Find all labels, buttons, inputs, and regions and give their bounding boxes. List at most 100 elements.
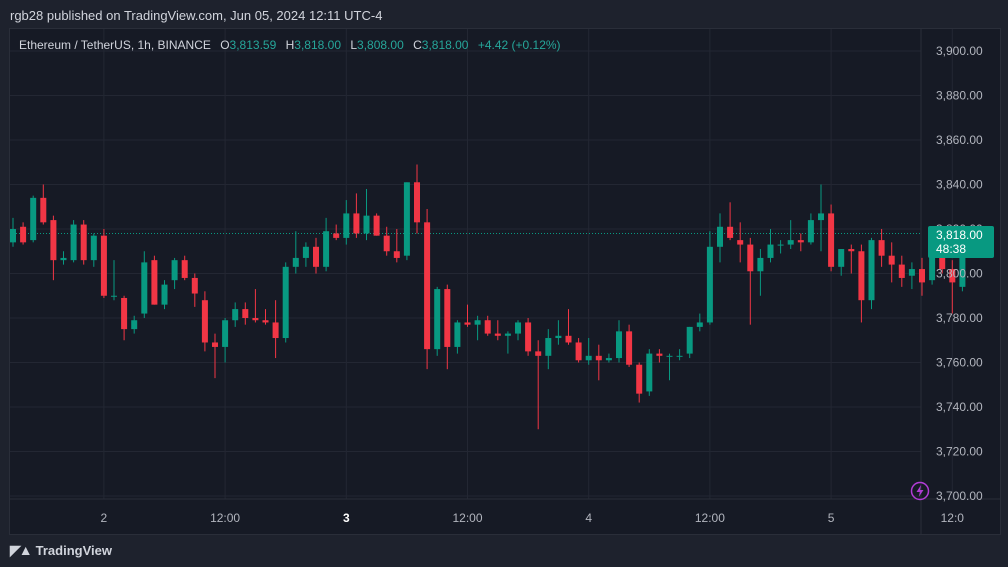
candle-body[interactable]	[262, 320, 269, 323]
candle-body[interactable]	[919, 269, 925, 283]
candle-body[interactable]	[232, 309, 239, 321]
candle-body[interactable]	[767, 244, 774, 258]
candle-body[interactable]	[565, 335, 572, 343]
candle-body[interactable]	[474, 320, 481, 325]
candle-body[interactable]	[414, 182, 420, 223]
candle-body[interactable]	[686, 326, 693, 354]
candle-body[interactable]	[535, 351, 542, 356]
candlestick-chart[interactable]: 2 12:00 3 12:00 4 12:00 5 12:0 3,900.00 3,880.00…	[10, 29, 1000, 534]
lightning-icon[interactable]	[910, 481, 930, 501]
candle-body[interactable]	[80, 224, 87, 261]
candle-body[interactable]	[292, 257, 299, 267]
candle-body[interactable]	[949, 269, 956, 283]
candle-body[interactable]	[100, 235, 107, 296]
candle-body[interactable]	[878, 240, 885, 256]
candle-body[interactable]	[787, 240, 794, 245]
candle-body[interactable]	[40, 197, 47, 223]
candle-body[interactable]	[656, 353, 663, 356]
candle-body[interactable]	[363, 215, 370, 234]
candle-body[interactable]	[717, 226, 723, 247]
candle-body[interactable]	[747, 244, 754, 272]
candle-body[interactable]	[838, 249, 845, 267]
candle-body[interactable]	[959, 244, 966, 287]
candle-body[interactable]	[181, 260, 188, 278]
candle-body[interactable]	[504, 333, 511, 336]
candle-body[interactable]	[434, 289, 441, 350]
candle-body[interactable]	[555, 335, 562, 339]
candle-body[interactable]	[424, 222, 431, 350]
candle-body[interactable]	[333, 233, 340, 238]
candle-body[interactable]	[797, 240, 804, 243]
candle-body[interactable]	[20, 226, 27, 243]
candle-body[interactable]	[353, 213, 360, 234]
candle-body[interactable]	[10, 229, 16, 243]
candle-body[interactable]	[545, 338, 552, 356]
candle-body[interactable]	[777, 244, 784, 246]
candle-body[interactable]	[585, 355, 592, 361]
candle-body[interactable]	[282, 266, 289, 339]
candle-body[interactable]	[706, 246, 713, 323]
candle-body[interactable]	[393, 251, 400, 258]
candle-body[interactable]	[636, 364, 643, 394]
y-tick-label: 3,840.00	[936, 178, 983, 192]
candle-body[interactable]	[908, 269, 915, 276]
brand-name: TradingView	[35, 543, 112, 558]
candle-body[interactable]	[191, 277, 198, 294]
candle-body[interactable]	[515, 322, 521, 334]
candle-body[interactable]	[302, 246, 309, 258]
candle-body[interactable]	[50, 220, 57, 261]
candle-body[interactable]	[111, 295, 117, 297]
candle-body[interactable]	[464, 322, 471, 325]
candle-body[interactable]	[616, 331, 622, 359]
footer-brand[interactable]: ◤▲ TradingView	[10, 542, 112, 559]
candle-body[interactable]	[151, 260, 158, 305]
candle-body[interactable]	[60, 257, 67, 261]
candle-body[interactable]	[222, 320, 229, 347]
candle-body[interactable]	[90, 235, 97, 261]
candle-body[interactable]	[383, 235, 390, 252]
candle-body[interactable]	[403, 182, 410, 256]
candle-body[interactable]	[454, 322, 461, 347]
candle-body[interactable]	[494, 333, 501, 336]
candle-body[interactable]	[212, 342, 218, 347]
candle-body[interactable]	[121, 297, 128, 330]
candle-body[interactable]	[30, 197, 37, 241]
candle-body[interactable]	[626, 331, 633, 365]
candle-body[interactable]	[131, 320, 138, 330]
candle-body[interactable]	[484, 320, 491, 334]
chart-area[interactable]: 2 12:00 3 12:00 4 12:00 5 12:0 3,900.00 3,880.00…	[9, 28, 1001, 535]
candle-body[interactable]	[848, 249, 855, 252]
candle-body[interactable]	[828, 213, 835, 267]
x-tick-label: 12:00	[210, 511, 240, 525]
candle-body[interactable]	[605, 358, 612, 361]
candle-body[interactable]	[595, 355, 602, 361]
candle-body[interactable]	[171, 260, 178, 281]
candle-body[interactable]	[575, 342, 582, 361]
candle-body[interactable]	[242, 309, 249, 318]
candle-body[interactable]	[807, 220, 814, 243]
candle-body[interactable]	[70, 224, 77, 261]
candle-body[interactable]	[646, 353, 653, 392]
candle-body[interactable]	[737, 240, 744, 245]
candle-body[interactable]	[898, 264, 905, 278]
candle-body[interactable]	[676, 355, 683, 357]
candle-body[interactable]	[343, 213, 350, 238]
candle-body[interactable]	[757, 257, 764, 272]
candle-body[interactable]	[696, 322, 703, 327]
candle-body[interactable]	[201, 300, 208, 343]
candle-body[interactable]	[525, 322, 532, 352]
candle-body[interactable]	[727, 226, 734, 238]
candle-body[interactable]	[888, 255, 895, 265]
candle-body[interactable]	[818, 213, 824, 221]
candle-body[interactable]	[252, 318, 259, 321]
candle-body[interactable]	[272, 322, 279, 339]
candle-body[interactable]	[666, 355, 673, 357]
candle-body[interactable]	[858, 251, 865, 301]
candle-body[interactable]	[444, 289, 451, 347]
candle-body[interactable]	[141, 262, 148, 314]
candle-body[interactable]	[323, 231, 330, 267]
candle-body[interactable]	[373, 215, 380, 236]
candle-body[interactable]	[868, 240, 875, 301]
candle-body[interactable]	[161, 284, 168, 305]
candle-body[interactable]	[313, 246, 319, 267]
